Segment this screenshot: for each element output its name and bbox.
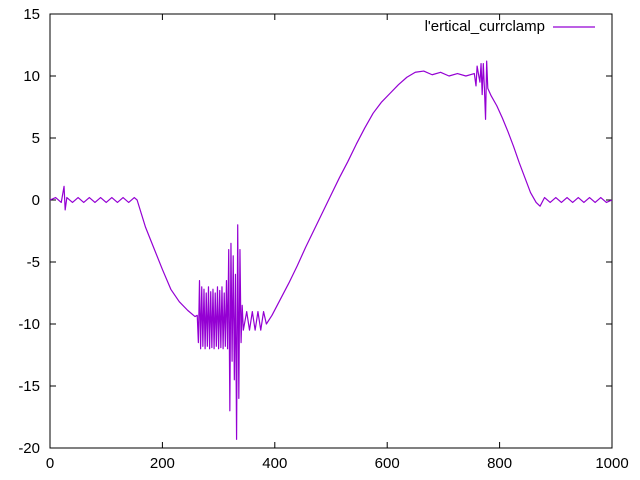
- x-tick-label: 600: [375, 455, 400, 472]
- y-tick-label: 10: [23, 68, 40, 85]
- legend: l'ertical_currclamp: [425, 18, 595, 35]
- y-tick-label: -15: [18, 378, 40, 395]
- y-tick-label: -5: [27, 254, 40, 271]
- y-tick-label: -10: [18, 316, 40, 333]
- axis-ticks: 0 200 400 600 800 1000 -20 -15 -10 -5 0 5 10 15: [18, 6, 628, 472]
- x-tick-label: 1000: [595, 455, 628, 472]
- y-tick-label: 0: [32, 192, 40, 209]
- y-tick-label: -20: [18, 440, 40, 457]
- legend-label: l'ertical_currclamp: [425, 18, 545, 35]
- x-tick-label: 200: [150, 455, 175, 472]
- y-tick-label: 15: [23, 6, 40, 23]
- plot-area: [49, 13, 613, 449]
- x-tick-label: 400: [262, 455, 287, 472]
- series-group: [49, 60, 613, 440]
- plot-border: [49, 13, 613, 449]
- y-tick-label: 5: [32, 130, 40, 147]
- series-line-0: [49, 60, 613, 440]
- x-tick-label: 800: [487, 455, 512, 472]
- x-tick-label: 0: [46, 455, 54, 472]
